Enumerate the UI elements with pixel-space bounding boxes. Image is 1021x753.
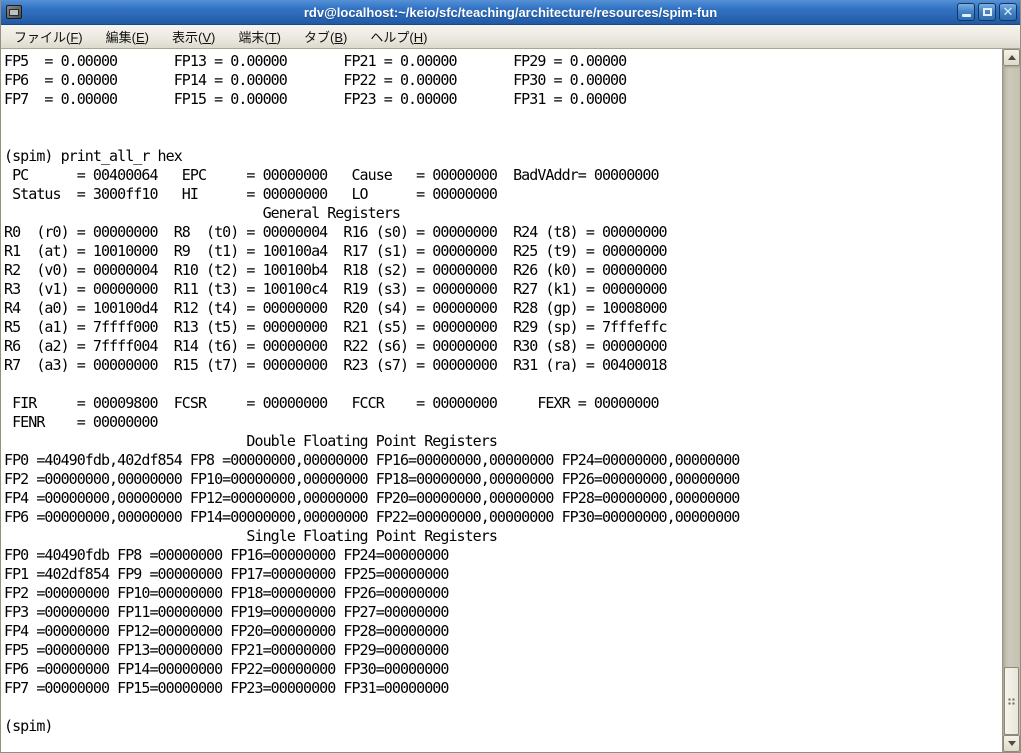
menu-file[interactable]: ファイル(F) xyxy=(14,30,83,45)
window-title: rdv@localhost:~/keio/sfc/teaching/archit… xyxy=(303,4,718,20)
chevron-up-icon xyxy=(1007,55,1016,60)
menu-terminal[interactable]: 端末(T) xyxy=(238,30,281,45)
scrollbar xyxy=(1002,49,1020,752)
window-controls: ✕ xyxy=(957,3,1017,21)
menu-edit[interactable]: 編集(E) xyxy=(105,30,149,45)
maximize-button[interactable] xyxy=(978,3,996,21)
scrollbar-thumb[interactable] xyxy=(1004,667,1019,735)
scrollbar-track[interactable] xyxy=(1003,66,1020,735)
menu-tabs[interactable]: タブ(B) xyxy=(304,30,348,45)
scroll-down-button[interactable] xyxy=(1003,735,1020,752)
maximize-icon xyxy=(982,8,992,16)
grip-icon xyxy=(1007,697,1016,705)
terminal-app-icon[interactable] xyxy=(6,5,22,19)
titlebar[interactable]: rdv@localhost:~/keio/sfc/teaching/archit… xyxy=(1,0,1020,25)
terminal-viewport[interactable]: FP5 = 0.00000 FP13 = 0.00000 FP21 = 0.00… xyxy=(2,49,1001,752)
scroll-up-button[interactable] xyxy=(1003,49,1020,66)
terminal-app-icon-screen xyxy=(9,8,19,16)
terminal-output[interactable]: FP5 = 0.00000 FP13 = 0.00000 FP21 = 0.00… xyxy=(4,52,740,735)
menubar: ファイル(F) 編集(E) 表示(V) 端末(T) タブ(B) ヘルプ(H) xyxy=(1,25,1020,49)
chevron-down-icon xyxy=(1007,741,1016,746)
minimize-button[interactable] xyxy=(957,3,975,21)
menu-help[interactable]: ヘルプ(H) xyxy=(370,30,428,45)
close-icon: ✕ xyxy=(1002,4,1014,20)
minimize-icon xyxy=(961,14,971,17)
close-button[interactable]: ✕ xyxy=(999,3,1017,21)
menu-view[interactable]: 表示(V) xyxy=(172,30,216,45)
